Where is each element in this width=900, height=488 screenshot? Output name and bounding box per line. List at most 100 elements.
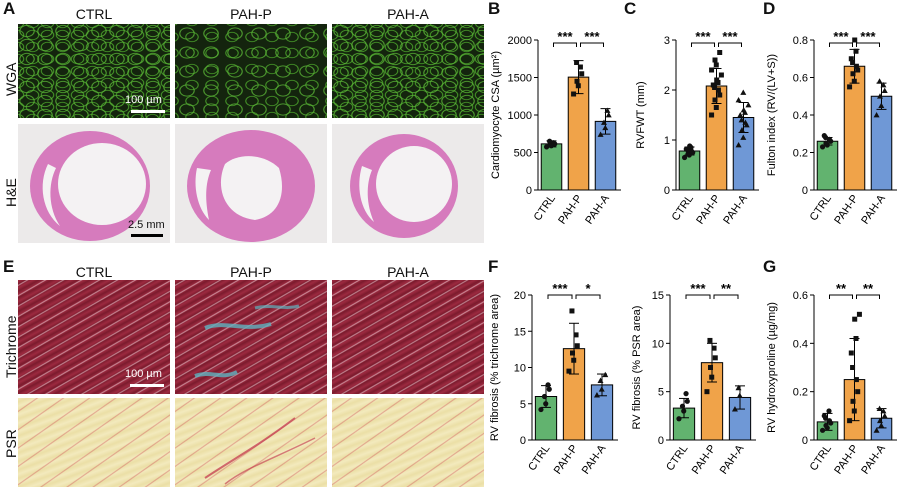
data-point — [737, 112, 744, 118]
data-point — [740, 134, 747, 140]
x-tick-label: PAH-P — [690, 443, 719, 477]
x-tick-label: CTRL — [808, 193, 834, 223]
data-point — [731, 406, 738, 412]
data-point — [851, 78, 857, 84]
x-tick-label: PAH-A — [583, 192, 612, 226]
y-axis-label: RVFWT (mm) — [635, 81, 647, 148]
data-point — [683, 146, 689, 152]
data-point — [676, 416, 682, 422]
row-label-he: H&E — [3, 178, 19, 207]
significance-label: *** — [552, 281, 568, 296]
data-point — [546, 386, 552, 392]
data-point — [745, 102, 752, 108]
x-tick-label: PAH-P — [552, 443, 581, 477]
col-title-ctrl: CTRL — [75, 6, 113, 22]
x-tick-label: PAH-P — [832, 443, 861, 477]
chart-cardiomyocyte-csa: 0 500 1000 1500 2000 Cardiomyocyte CSA (µm²) C… — [490, 29, 621, 227]
data-point — [881, 87, 888, 94]
data-point — [711, 345, 717, 351]
y-tick-label: 0.2 — [793, 387, 808, 399]
heart-section-ctrl — [30, 131, 150, 241]
significance-label: *** — [690, 281, 706, 296]
data-point — [601, 119, 607, 125]
bar-ctrl — [816, 140, 839, 191]
scale-text-trichrome: 100 µm — [125, 368, 162, 380]
scale-text-wga: 100 µm — [125, 94, 162, 106]
x-tick-label: PAH-P — [556, 193, 585, 227]
data-point — [704, 389, 710, 395]
data-point — [855, 389, 861, 395]
data-point — [718, 72, 724, 78]
data-point — [880, 82, 887, 88]
data-point — [569, 308, 575, 314]
data-point — [602, 371, 609, 378]
x-tick-label: CTRL — [670, 193, 696, 223]
x-tick-label: PAH-A — [859, 442, 888, 476]
data-point — [687, 143, 693, 149]
panel-label-e: E — [3, 257, 15, 276]
y-axis-label: RV fibrosis (% trichrome area) — [489, 294, 501, 441]
y-tick-label: 3 — [664, 35, 670, 47]
data-point — [681, 154, 688, 161]
data-point — [574, 60, 580, 65]
panel-label-d: D — [763, 0, 776, 18]
data-point — [850, 71, 856, 77]
data-point — [579, 71, 585, 77]
data-point — [735, 97, 742, 103]
data-point — [605, 112, 612, 118]
data-point — [877, 417, 883, 424]
significance-label: ** — [721, 281, 732, 296]
data-point — [593, 392, 600, 398]
significance-bracket — [856, 42, 880, 47]
data-point — [597, 131, 604, 137]
data-point — [878, 422, 885, 428]
data-point — [597, 377, 604, 383]
data-point — [715, 87, 721, 93]
data-point — [574, 78, 580, 84]
data-point — [575, 83, 581, 89]
scale-bar — [130, 384, 164, 387]
data-point — [826, 418, 833, 424]
data-point — [684, 398, 690, 404]
data-point — [546, 138, 553, 144]
data-point — [878, 102, 885, 109]
y-tick-label: 5 — [658, 387, 664, 399]
x-tick-label: PAH-A — [859, 192, 888, 226]
data-point — [738, 117, 745, 123]
data-point — [853, 377, 859, 383]
y-tick-label: 5 — [520, 399, 526, 411]
data-point — [709, 112, 715, 118]
data-point — [717, 50, 723, 55]
data-point — [685, 151, 691, 157]
y-tick-label: 2000 — [508, 35, 532, 47]
y-tick-label: 15 — [652, 290, 664, 302]
data-point — [713, 62, 719, 68]
data-point — [881, 412, 888, 419]
significance-bracket — [829, 42, 853, 47]
he-image-pahp — [175, 124, 327, 243]
trichrome-image-paha — [332, 280, 484, 394]
panel-label-a: A — [3, 0, 16, 18]
x-tick-label: CTRL — [532, 193, 558, 223]
y-tick-label: 0.6 — [793, 73, 808, 85]
data-point — [852, 316, 858, 322]
data-point — [714, 77, 720, 83]
data-point — [566, 368, 572, 374]
data-point — [538, 406, 544, 413]
data-point — [574, 343, 580, 349]
data-point — [848, 350, 854, 356]
data-point — [571, 357, 577, 363]
significance-label: ** — [836, 281, 847, 296]
data-point — [856, 311, 862, 317]
col-title-paha-e: PAH-A — [387, 264, 429, 280]
x-tick-label: PAH-A — [718, 442, 747, 476]
row-label-trichrome: Trichrome — [3, 315, 19, 379]
y-axis-label: RV hydroxyproline (µg/mg) — [766, 302, 778, 433]
data-point — [823, 422, 829, 429]
panel-label-g: G — [763, 257, 777, 276]
data-point — [819, 427, 826, 433]
x-tick-label: CTRL — [526, 443, 552, 473]
data-point — [850, 398, 856, 404]
row-label-psr: PSR — [3, 429, 19, 458]
data-point — [681, 408, 687, 414]
